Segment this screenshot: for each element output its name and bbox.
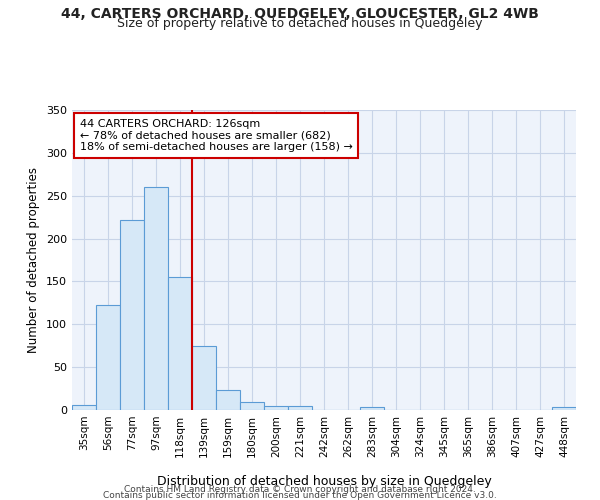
Text: 44 CARTERS ORCHARD: 126sqm
← 78% of detached houses are smaller (682)
18% of sem: 44 CARTERS ORCHARD: 126sqm ← 78% of deta… bbox=[80, 119, 352, 152]
Bar bbox=[240, 402, 264, 410]
Bar bbox=[192, 346, 216, 410]
Text: Contains public sector information licensed under the Open Government Licence v3: Contains public sector information licen… bbox=[103, 491, 497, 500]
Text: Distribution of detached houses by size in Quedgeley: Distribution of detached houses by size … bbox=[157, 474, 491, 488]
Bar bbox=[96, 304, 120, 410]
Bar bbox=[144, 187, 168, 410]
Bar bbox=[552, 408, 576, 410]
Bar bbox=[72, 405, 96, 410]
Text: 44, CARTERS ORCHARD, QUEDGELEY, GLOUCESTER, GL2 4WB: 44, CARTERS ORCHARD, QUEDGELEY, GLOUCEST… bbox=[61, 8, 539, 22]
Text: Contains HM Land Registry data © Crown copyright and database right 2024.: Contains HM Land Registry data © Crown c… bbox=[124, 485, 476, 494]
Bar bbox=[360, 408, 384, 410]
Bar bbox=[168, 277, 192, 410]
Y-axis label: Number of detached properties: Number of detached properties bbox=[28, 167, 40, 353]
Text: Size of property relative to detached houses in Quedgeley: Size of property relative to detached ho… bbox=[117, 18, 483, 30]
Bar bbox=[216, 390, 240, 410]
Bar bbox=[264, 406, 288, 410]
Bar bbox=[288, 406, 312, 410]
Bar bbox=[120, 220, 144, 410]
